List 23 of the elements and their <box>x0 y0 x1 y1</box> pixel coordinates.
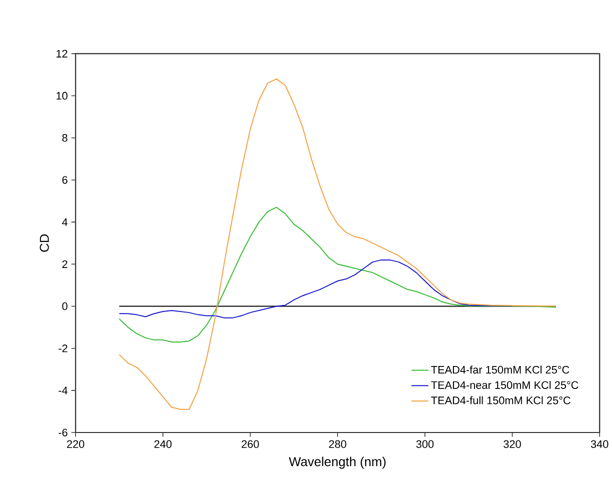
y-tick-label: 6 <box>62 176 68 184</box>
x-tick-label: 320 <box>504 440 521 448</box>
x-axis-title: Wavelength (nm) <box>288 456 386 469</box>
x-tick-label: 280 <box>329 440 346 448</box>
x-tick-label: 240 <box>154 440 172 448</box>
y-tick-label: 8 <box>62 134 68 142</box>
y-tick-label: -2 <box>58 344 68 352</box>
y-tick-label: 4 <box>62 218 68 226</box>
y-tick-label: 0 <box>62 302 68 310</box>
y-tick-label: 10 <box>56 92 68 100</box>
y-tick-label: -4 <box>58 386 68 394</box>
legend-label: TEAD4-far 150mM KCl 25°C <box>431 366 570 374</box>
x-tick-label: 260 <box>242 440 259 448</box>
legend-label: TEAD4-full 150mM KCl 25°C <box>431 396 570 404</box>
y-tick-label: 2 <box>62 260 68 268</box>
line-series <box>118 206 556 342</box>
x-tick-label: 300 <box>416 440 434 448</box>
x-tick-label: 220 <box>67 440 84 448</box>
y-axis-title: CD <box>40 234 49 252</box>
y-tick-label: 12 <box>56 50 68 58</box>
x-tick-label: 340 <box>590 440 608 448</box>
y-tick-label: -6 <box>58 428 68 436</box>
legend-label: TEAD4-near 150mM KCl 25°C <box>431 380 578 389</box>
